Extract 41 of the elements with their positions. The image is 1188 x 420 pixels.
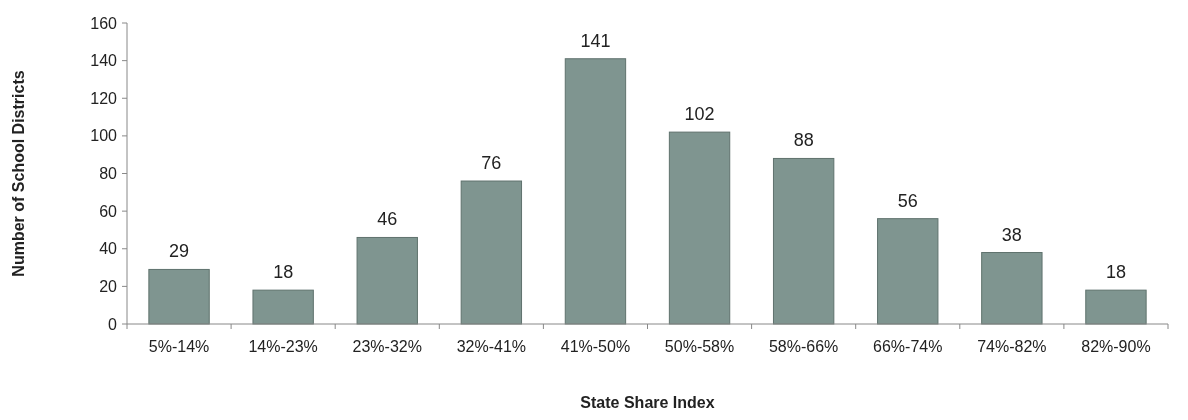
y-tick-label: 60 bbox=[99, 202, 118, 220]
data-label: 56 bbox=[897, 190, 918, 211]
x-tick-label: 41%-50% bbox=[560, 338, 631, 355]
data-label: 38 bbox=[1001, 224, 1022, 245]
y-tick-label: 120 bbox=[90, 89, 118, 107]
data-label: 88 bbox=[793, 130, 814, 151]
bar bbox=[460, 180, 523, 325]
x-tick-label: 32%-41% bbox=[456, 338, 527, 355]
bar bbox=[981, 252, 1043, 325]
data-label: 29 bbox=[169, 241, 190, 262]
bar bbox=[1085, 289, 1147, 325]
bar bbox=[148, 268, 210, 325]
x-tick-label: 50%-58% bbox=[664, 338, 735, 355]
y-tick-label: 160 bbox=[90, 14, 118, 32]
x-tick-label: 23%-32% bbox=[352, 338, 422, 355]
data-label: 18 bbox=[273, 262, 294, 283]
bar bbox=[772, 157, 835, 325]
bar bbox=[356, 236, 418, 325]
y-tick-label: 80 bbox=[99, 165, 118, 183]
y-tick-label: 140 bbox=[90, 52, 118, 70]
data-label: 141 bbox=[580, 30, 611, 51]
x-tick-label: 58%-66% bbox=[768, 338, 839, 355]
x-tick-label: 66%-74% bbox=[873, 338, 943, 355]
y-tick-label: 0 bbox=[108, 315, 118, 333]
bar bbox=[564, 58, 627, 325]
x-tick-label: 5%-14% bbox=[148, 338, 210, 355]
bar bbox=[877, 218, 939, 325]
x-tick-label: 14%-23% bbox=[248, 338, 318, 355]
x-axis-title: State Share Index bbox=[580, 394, 715, 411]
data-label: 46 bbox=[377, 209, 398, 230]
y-axis-title: Number of School Districts bbox=[10, 70, 27, 277]
y-tick-label: 20 bbox=[99, 277, 118, 295]
data-label: 18 bbox=[1105, 262, 1126, 283]
y-tick-label: 40 bbox=[99, 240, 118, 258]
data-label: 76 bbox=[481, 153, 502, 174]
x-tick-label: 82%-90% bbox=[1081, 338, 1151, 355]
data-label: 102 bbox=[684, 104, 715, 125]
bar bbox=[668, 131, 731, 325]
x-tick-label: 74%-82% bbox=[977, 338, 1047, 355]
y-tick-label: 100 bbox=[90, 127, 118, 145]
bar bbox=[252, 289, 314, 325]
